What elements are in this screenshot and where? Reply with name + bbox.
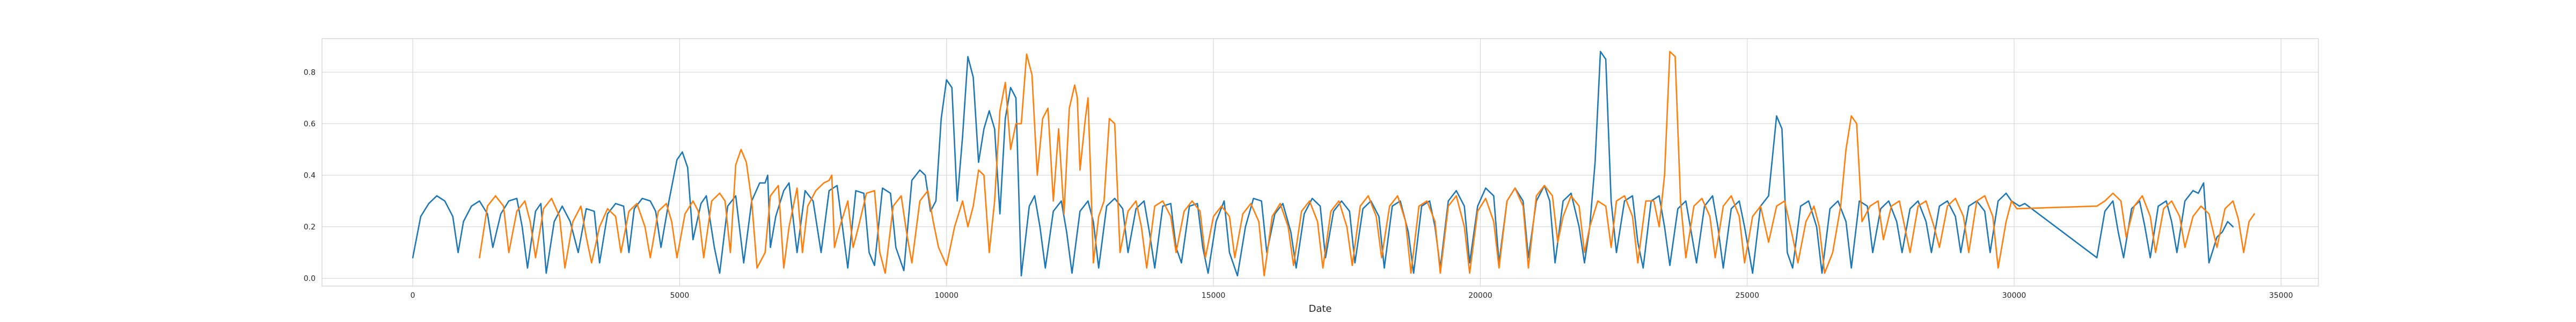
x-tick-label: 15000 [1202, 291, 1226, 300]
x-tick-label: 20000 [1468, 291, 1492, 300]
y-tick-label: 0.6 [304, 120, 316, 128]
plot-frame [321, 38, 2319, 287]
series-layer [412, 50, 2255, 277]
x-axis-ticks: 0 5000 10000 15000 20000 25000 30000 35000 [411, 291, 2293, 300]
x-axis-title: Date [1308, 303, 1331, 314]
x-tick-label: 5000 [670, 291, 690, 300]
y-tick-label: 0.8 [304, 68, 316, 77]
x-tick-label: 10000 [934, 291, 958, 300]
x-tick-label: 30000 [2002, 291, 2026, 300]
series-line-1 [412, 50, 2234, 277]
y-tick-label: 0.2 [304, 223, 316, 232]
x-tick-label: 35000 [2269, 291, 2293, 300]
y-gridlines [322, 71, 2318, 279]
y-tick-label: 0.4 [304, 172, 316, 180]
x-gridlines [412, 39, 2281, 286]
series-line-2 [479, 50, 2255, 277]
y-axis-ticks: 0.0 0.2 0.4 0.6 0.8 [304, 68, 316, 283]
x-tick-label: 25000 [1735, 291, 1759, 300]
y-tick-label: 0.0 [304, 275, 316, 283]
x-tick-label: 0 [411, 291, 415, 300]
